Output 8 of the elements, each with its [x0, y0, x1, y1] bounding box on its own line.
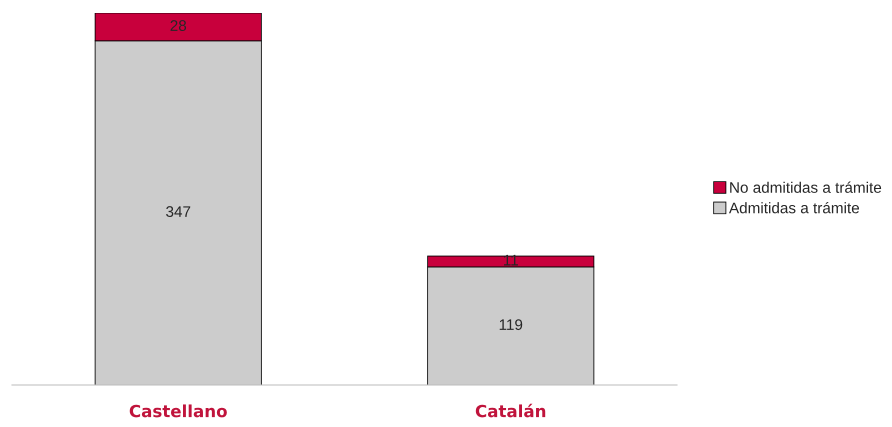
data-label: 119 — [500, 319, 522, 330]
legend-label: Admitidas a trámite — [728, 202, 860, 214]
x-tick-label: Castellano — [130, 404, 227, 418]
x-tick-label: Catalán — [476, 404, 546, 418]
data-label: 11 — [504, 254, 518, 266]
data-label: 28 — [170, 20, 186, 31]
data-label: 347 — [166, 206, 190, 217]
legend-label: No admitidas a trámite — [730, 182, 882, 193]
